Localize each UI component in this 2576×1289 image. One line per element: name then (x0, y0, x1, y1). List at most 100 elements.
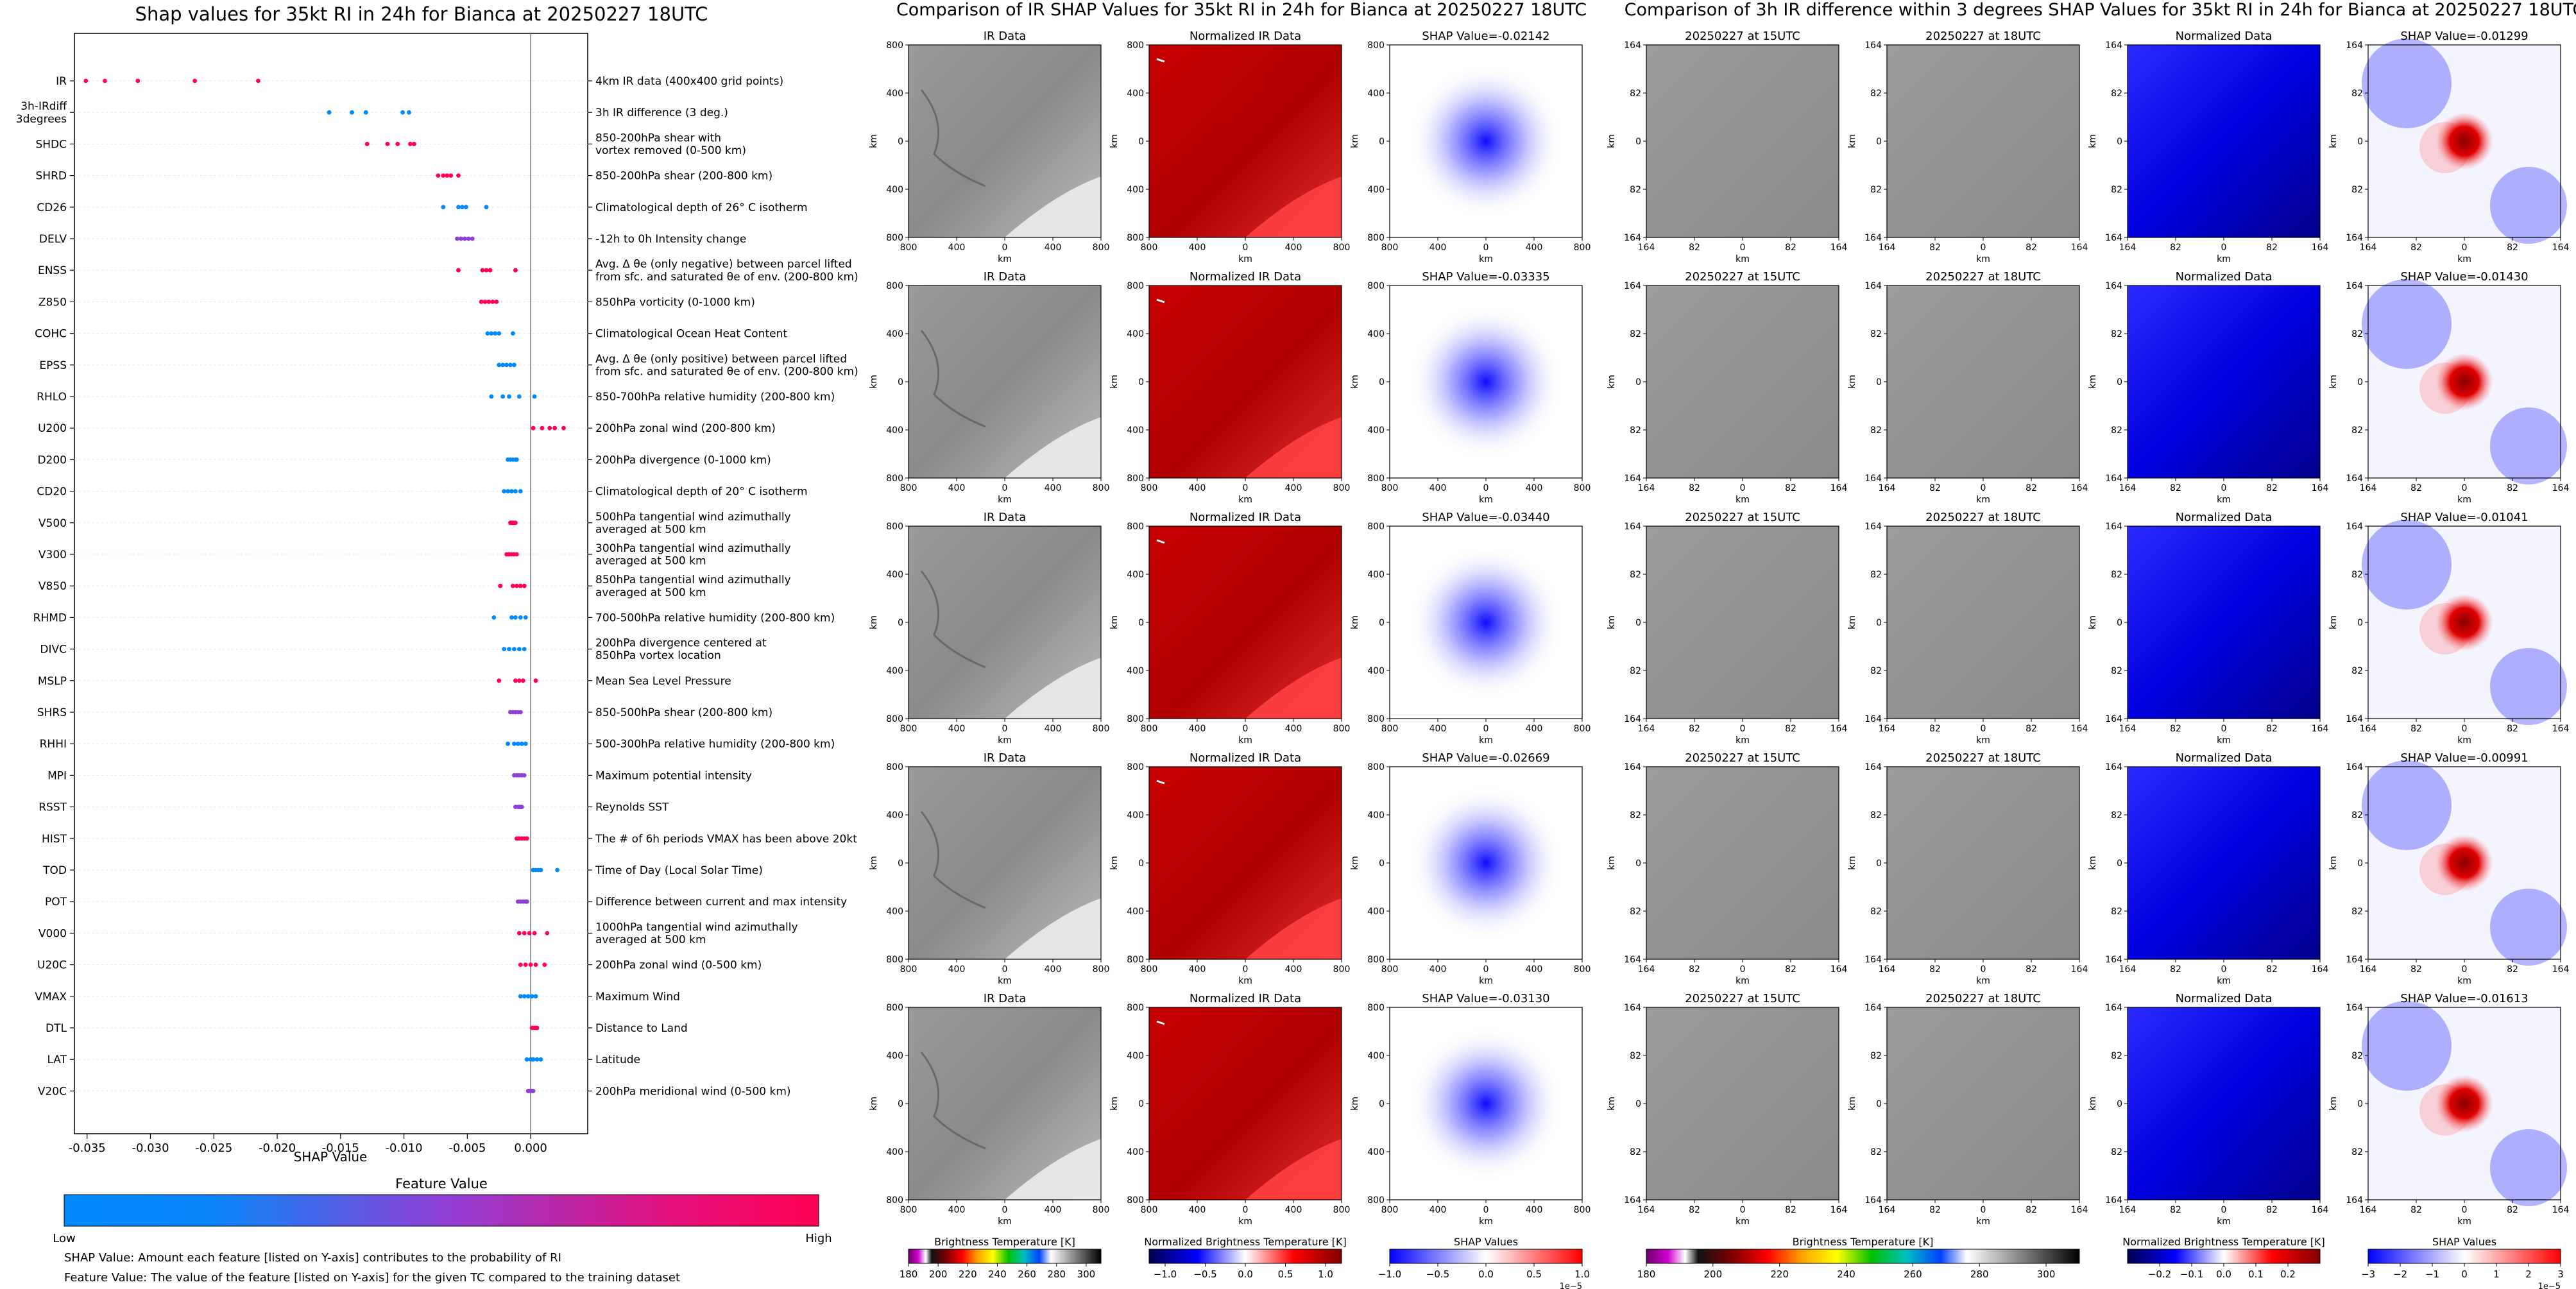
y-tick-label: 800 (1367, 1195, 1385, 1206)
y-tick-label: 164 (2105, 955, 2122, 965)
panel-title: 20250227 at 18UTC (1925, 30, 2041, 43)
y-tick-label: 82 (2111, 810, 2122, 821)
y-axis-label: km (1607, 1097, 1617, 1111)
shap-point (525, 994, 531, 999)
colorbar-tick-label: 180 (1637, 1268, 1656, 1280)
feature-name-label: V850 (38, 580, 67, 593)
diff-panel: SHAP Value=-0.01041 164 82 0 82 164 km 164 82 0 82… (2328, 511, 2569, 746)
shap-point (363, 110, 368, 115)
x-tick-label: 800 (1093, 724, 1110, 734)
y-tick-label: 400 (1127, 1147, 1144, 1157)
x-tick-label: 800 (900, 964, 917, 975)
feature-description-label: Distance to Land (595, 1022, 688, 1035)
x-tick-label: 400 (1429, 1205, 1447, 1215)
land-outline (920, 330, 986, 428)
x-tick-label: 400 (1189, 243, 1206, 253)
y-tick-label: 0 (898, 137, 903, 147)
shap-point (518, 615, 523, 620)
x-tick-label: 82 (1689, 243, 1700, 253)
y-axis-label: km (2328, 1097, 2339, 1111)
feature-description-label: Climatological depth of 26° C isotherm (595, 201, 808, 214)
shap-point (504, 363, 509, 368)
shap-point (479, 300, 484, 304)
x-axis-label: km (1736, 495, 1750, 505)
y-tick-label: 164 (1624, 955, 1641, 965)
x-tick-label: 82 (2026, 1205, 2037, 1215)
shap-point (484, 268, 489, 273)
feature-name-label: VMAX (35, 991, 67, 1003)
x-tick-label: 800 (1381, 1205, 1399, 1215)
x-tick-label: 400 (1189, 964, 1206, 975)
x-tick-label: 0 (1483, 483, 1489, 493)
x-tick-label: 800 (1574, 483, 1591, 493)
shap-point (507, 394, 511, 399)
colorbar-tick-label: 220 (959, 1268, 977, 1280)
shap-point (513, 678, 518, 683)
shap-point (511, 583, 515, 588)
y-tick-label: 82 (1870, 810, 1882, 821)
panel-title: IR Data (984, 992, 1027, 1005)
shap-hotspot (2435, 353, 2493, 411)
x-tick-label: 400 (1189, 483, 1206, 493)
feature-name-label: 3h-IRdiff 3degrees (16, 100, 68, 126)
normalized-diff-image (2128, 286, 2320, 478)
y-tick-label: 400 (886, 666, 903, 676)
feature-name-labels: IR 3h-IRdiff 3degrees SHDC SHRD CD26 DELV ENSS Z… (16, 75, 68, 1098)
y-tick-label: 800 (1367, 281, 1385, 291)
x-axis-label: km (1238, 1216, 1252, 1227)
x-tick-label: 400 (1285, 724, 1302, 734)
x-tick-label: 82 (1929, 1205, 1941, 1215)
diff-panel: 20250227 at 15UTC 164 82 0 82 164 km 164 82 0 82 16… (1607, 270, 1847, 505)
panel-title: IR Data (984, 511, 1027, 524)
shap-point (538, 1057, 543, 1062)
panel-title: SHAP Value=-0.02669 (1422, 751, 1549, 765)
x-tick-label: 800 (900, 483, 917, 493)
shap-chart-title: Shap values for 35kt RI in 24h for Bianc… (135, 3, 708, 25)
y-tick-label: 82 (1630, 570, 1641, 580)
y-tick-label: 82 (1870, 329, 1882, 339)
colorbar-tick-label: 200 (1704, 1268, 1723, 1280)
shap-patch (2490, 648, 2567, 725)
y-axis-label: km (1109, 615, 1120, 629)
feature-name-label: U20C (37, 959, 67, 972)
shap-point (364, 142, 370, 146)
x-tick-label: 0 (2221, 724, 2227, 734)
shap-point (523, 741, 528, 746)
diff-panel: 20250227 at 18UTC 164 82 0 82 164 km 164 82 0 82 16… (1847, 30, 2088, 264)
shap-point (529, 994, 534, 999)
y-axis-label: km (2328, 856, 2339, 870)
y-tick-label: 164 (2346, 955, 2363, 965)
ir-panel: SHAP Value=-0.02142 800 400 0 400 800 km 800 400… (1350, 30, 1591, 264)
panel-title: 20250227 at 15UTC (1685, 992, 1800, 1005)
panel-title: IR Data (984, 751, 1027, 765)
shap-point (509, 489, 514, 493)
y-tick-label: 400 (1127, 907, 1144, 917)
x-tick-label: 82 (1785, 724, 1796, 734)
feature-name-label: U200 (38, 422, 67, 435)
y-tick-label: 800 (1127, 955, 1144, 965)
x-tick-label: 400 (1189, 1205, 1206, 1215)
panel-title: SHAP Value=-0.02142 (1422, 30, 1549, 43)
feature-name-label: RSST (38, 801, 67, 814)
panel-title: SHAP Value=-0.00991 (2400, 751, 2528, 765)
x-tick-label: 0 (1243, 243, 1249, 253)
x-tick-label: 800 (1381, 724, 1399, 734)
x-tick-label: 82 (1929, 483, 1941, 493)
shap-x-ticks: -0.035 -0.030 -0.025 -0.020 -0.015 -0.010 -0.0… (69, 1134, 547, 1155)
shap-point (507, 647, 511, 651)
y-tick-label: 164 (2346, 1003, 2363, 1013)
x-tick-label: 400 (1429, 964, 1447, 975)
x-tick-label: 0 (1981, 724, 1986, 734)
feature-description-label: 700-500hPa relative humidity (200-800 km… (595, 611, 835, 624)
y-tick-label: 0 (1635, 377, 1641, 388)
shap-point (395, 142, 400, 146)
y-tick-label: 0 (1379, 137, 1385, 147)
feature-value-colorbar (64, 1194, 819, 1227)
x-tick-label: 0 (2221, 243, 2227, 253)
x-tick-label: 800 (1333, 724, 1351, 734)
ir-panel: SHAP Value=-0.03130 800 400 0 400 800 km 800 400… (1350, 992, 1591, 1227)
shap-point (532, 394, 537, 399)
shap-point (534, 1025, 540, 1030)
x-tick-label: 800 (1141, 724, 1158, 734)
marker (1156, 539, 1165, 544)
